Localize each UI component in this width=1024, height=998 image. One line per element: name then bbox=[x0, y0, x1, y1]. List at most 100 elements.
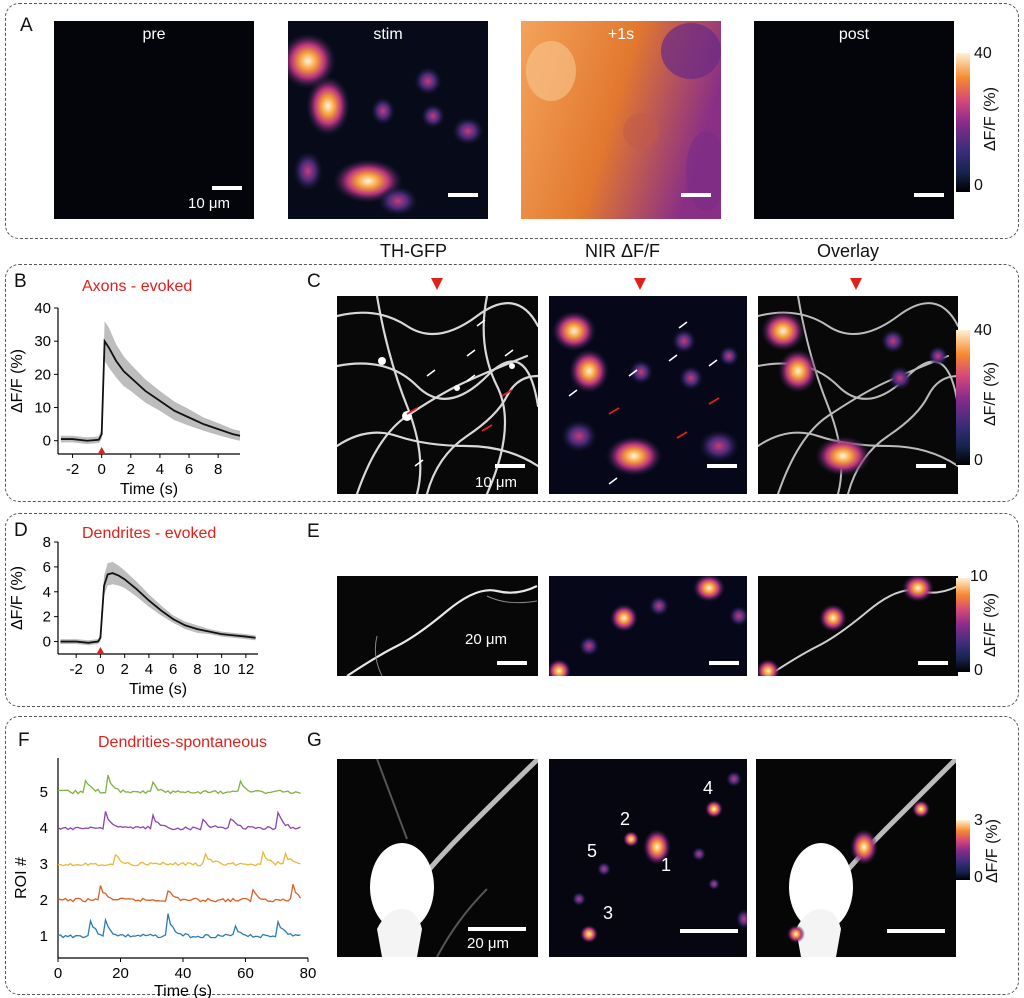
image-overlay-axons bbox=[758, 296, 958, 494]
image-th-gfp-soma: 20 μm bbox=[337, 759, 538, 957]
x-tick-label: 80 bbox=[300, 965, 317, 982]
panel-label-a: A bbox=[20, 15, 33, 36]
scalebar-stim bbox=[448, 193, 478, 197]
y-tick-label: 40 bbox=[34, 300, 51, 317]
scalebar-nir-e bbox=[709, 661, 739, 665]
panel-fg-box bbox=[5, 716, 1019, 995]
x-tick-label: -2 bbox=[70, 661, 83, 678]
image-nir-dff-soma: 1 2 3 4 5 bbox=[549, 759, 747, 957]
colorbar-g-min: 0 bbox=[974, 869, 983, 886]
scalebar-label-e: 20 μm bbox=[465, 631, 507, 648]
y-tick-label: 0 bbox=[43, 634, 51, 651]
image-overlay-soma bbox=[756, 759, 956, 957]
x-tick-label: 20 bbox=[112, 965, 129, 982]
x-axis-label: Time (s) bbox=[154, 983, 212, 998]
x-tick-label: 10 bbox=[213, 661, 230, 678]
sem-band bbox=[60, 561, 256, 646]
panel-label-c: C bbox=[307, 271, 321, 292]
stimulus-marker-icon bbox=[96, 647, 105, 654]
image-post: post bbox=[754, 21, 954, 219]
y-tick-label: 2 bbox=[43, 609, 51, 626]
roi-label: 1 bbox=[661, 855, 672, 875]
roi-trace-3 bbox=[57, 850, 301, 867]
scalebar-overlay-c bbox=[916, 464, 946, 468]
panel-de-box bbox=[5, 513, 1019, 707]
image-th-gfp-dendrites: 20 μm bbox=[337, 576, 538, 676]
y-tick-label: 6 bbox=[43, 559, 51, 576]
chart-dendrites-spontaneous: 0 20 40 60 80 Time (s) ROI # 1 2 3 4 5 bbox=[13, 758, 317, 998]
y-tick-label: 8 bbox=[43, 534, 51, 551]
image-th-gfp-axons: 10 μm bbox=[337, 296, 538, 494]
y-tick-label: 20 bbox=[34, 366, 51, 383]
x-tick-label: 2 bbox=[120, 661, 128, 678]
y-axis-label: ROI # bbox=[13, 857, 30, 899]
image-title-pre: pre bbox=[142, 26, 166, 43]
y-tick-label: 10 bbox=[34, 400, 51, 417]
mean-trace bbox=[60, 572, 256, 644]
roi-label: 5 bbox=[587, 841, 598, 861]
stimulus-marker-icon bbox=[97, 447, 106, 454]
panel-label-d: D bbox=[14, 520, 28, 541]
image-nir-dff-axons bbox=[549, 296, 747, 494]
panel-label-e: E bbox=[307, 521, 320, 542]
colorbar-e-max: 10 bbox=[970, 568, 988, 585]
x-tick-label: -2 bbox=[66, 461, 79, 478]
sem-band bbox=[60, 321, 240, 445]
colorbar-a-label: ΔF/F (%) bbox=[982, 87, 999, 152]
x-axis-label: Time (s) bbox=[129, 681, 187, 698]
mean-trace bbox=[60, 338, 241, 442]
roi-label: 2 bbox=[620, 809, 631, 829]
x-tick-label: 40 bbox=[175, 965, 192, 982]
image-plus1s: +1s bbox=[521, 21, 721, 219]
column-title-nir-dff: NIR ΔF/F bbox=[585, 241, 661, 261]
chart-d-title: Dendrites - evoked bbox=[82, 525, 217, 542]
scalebar-nir-c bbox=[707, 464, 737, 468]
chart-b-title: Axons - evoked bbox=[82, 278, 193, 295]
y-axis-label: ΔF/F (%) bbox=[9, 349, 26, 413]
scalebar-plus1s bbox=[681, 193, 711, 197]
scalebar-post bbox=[914, 193, 944, 197]
x-tick-label: 6 bbox=[169, 661, 177, 678]
image-nir-dff-dendrites bbox=[549, 576, 747, 676]
x-tick-label: 8 bbox=[193, 661, 201, 678]
x-tick-label: 8 bbox=[214, 461, 222, 478]
colorbar-e-min: 0 bbox=[974, 662, 983, 679]
scalebar-g bbox=[468, 927, 526, 931]
y-axis-label: ΔF/F (%) bbox=[9, 566, 26, 630]
scalebar-e bbox=[497, 661, 527, 665]
y-tick-label: 5 bbox=[40, 784, 48, 801]
y-tick-label: 2 bbox=[40, 892, 48, 909]
x-tick-label: 2 bbox=[127, 461, 135, 478]
roi-trace-1 bbox=[57, 913, 301, 939]
y-tick-label: 30 bbox=[34, 333, 51, 350]
image-title-plus1s: +1s bbox=[607, 26, 635, 43]
scalebar-pre bbox=[212, 186, 242, 190]
x-axis-label: Time (s) bbox=[120, 481, 178, 498]
colorbar-g-label: ΔF/F (%) bbox=[984, 819, 1001, 884]
x-tick-label: 0 bbox=[96, 661, 104, 678]
y-tick-label: 3 bbox=[40, 856, 48, 873]
scalebar-overlay-e bbox=[918, 661, 948, 665]
image-overlay-dendrites bbox=[758, 576, 958, 676]
x-tick-label: 4 bbox=[156, 461, 164, 478]
image-title-post: post bbox=[838, 26, 870, 43]
colorbar-a-min: 0 bbox=[974, 177, 983, 194]
scalebar-nir-g bbox=[680, 929, 738, 933]
red-arrow-icon bbox=[431, 278, 443, 290]
colorbar-c-label: ΔF/F (%) bbox=[982, 362, 999, 427]
scalebar-overlay-g bbox=[887, 929, 945, 933]
y-tick-label: 4 bbox=[40, 820, 48, 837]
roi-trace-4 bbox=[57, 810, 301, 831]
scalebar-label-g: 20 μm bbox=[467, 935, 509, 952]
colorbar-c bbox=[956, 330, 970, 465]
colorbar-c-min: 0 bbox=[974, 452, 983, 469]
scalebar-c bbox=[495, 464, 525, 468]
y-tick-label: 4 bbox=[43, 584, 51, 601]
colorbar-a-max: 40 bbox=[974, 45, 992, 62]
roi-trace-5 bbox=[57, 774, 301, 795]
panel-label-g: G bbox=[307, 730, 322, 751]
red-arrow-icon bbox=[850, 278, 862, 290]
chart-f-title: Dendrities-spontaneous bbox=[98, 734, 267, 751]
scalebar-label-pre: 10 μm bbox=[188, 195, 230, 212]
